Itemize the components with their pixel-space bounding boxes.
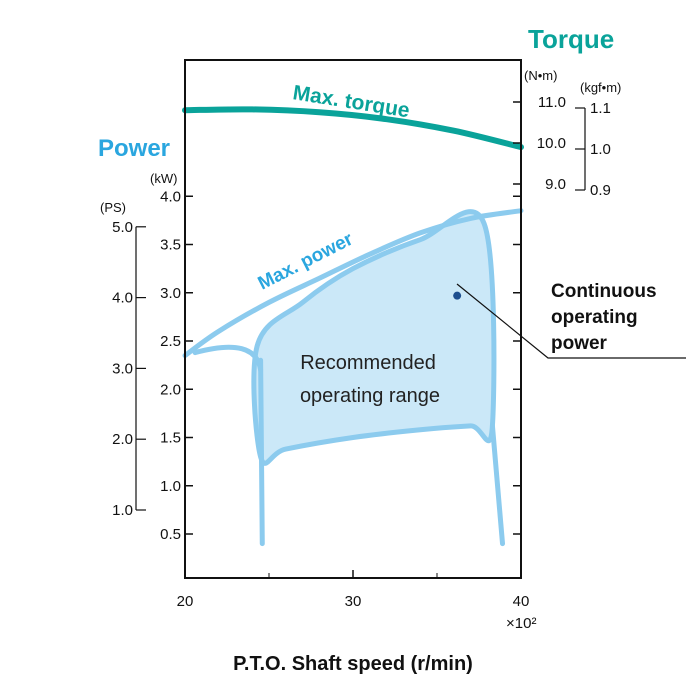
x-tick-label: 30 bbox=[345, 593, 362, 610]
kw-tick-label: 1.5 bbox=[160, 430, 181, 447]
x-tick-label: 20 bbox=[177, 593, 194, 610]
curves-layer bbox=[182, 106, 524, 373]
max-torque-curve bbox=[182, 106, 524, 151]
kgfm-tick-label: 1.0 bbox=[590, 141, 611, 158]
ps-tick-label: 2.0 bbox=[112, 431, 133, 448]
ps-tick-label: 5.0 bbox=[112, 219, 133, 236]
kw-tick-label: 2.5 bbox=[160, 333, 181, 350]
x-multiplier: ×10² bbox=[506, 615, 536, 632]
callout-line2: operating bbox=[551, 307, 638, 328]
kw-tick-label: 2.0 bbox=[160, 381, 181, 398]
kgfm-tick-label: 0.9 bbox=[590, 182, 611, 199]
nm-tick-label: 10.0 bbox=[537, 135, 566, 152]
max-power-curve bbox=[182, 208, 524, 358]
range-top-left-corner bbox=[192, 344, 264, 373]
range-right-boundary bbox=[489, 423, 506, 547]
callout-line3: power bbox=[551, 333, 608, 354]
ticks-layer: 20 30 40 0.5 1.0 1.5 2.0 2.5 3.0 3.5 4.0 1.0 2.0 3.0 4… bbox=[112, 94, 611, 610]
region-label-line2: operating range bbox=[300, 385, 440, 407]
power-unit-kw: (kW) bbox=[150, 171, 177, 186]
nm-tick-label: 9.0 bbox=[545, 176, 566, 193]
ps-tick-label: 1.0 bbox=[112, 502, 133, 519]
power-unit-ps: (PS) bbox=[100, 200, 126, 215]
ps-tick-label: 3.0 bbox=[112, 360, 133, 377]
operating-range-outline bbox=[251, 209, 497, 466]
nm-tick-label: 11.0 bbox=[538, 94, 566, 111]
region-label-line1: Recommended bbox=[300, 352, 436, 374]
torque-axis-title: Torque bbox=[528, 24, 614, 54]
kw-tick-label: 3.5 bbox=[160, 237, 181, 254]
kw-tick-label: 4.0 bbox=[160, 188, 181, 205]
operating-range-fill bbox=[253, 211, 494, 464]
kw-tick-label: 1.0 bbox=[160, 478, 181, 495]
torque-unit-kgfm: (kgf•m) bbox=[580, 80, 621, 95]
callout-leader-line bbox=[456, 283, 686, 359]
kw-tick-label: 3.0 bbox=[160, 285, 181, 302]
x-axis-title: P.T.O. Shaft speed (r/min) bbox=[233, 653, 473, 675]
continuous-power-point bbox=[453, 291, 462, 300]
ps-tick-label: 4.0 bbox=[112, 290, 133, 307]
operating-range-layer bbox=[251, 209, 506, 547]
callout-line1: Continuous bbox=[551, 281, 657, 302]
x-tick-label: 40 bbox=[513, 593, 530, 610]
power-axis-title: Power bbox=[98, 135, 170, 162]
torque-unit-nm: (N•m) bbox=[524, 68, 557, 83]
range-left-boundary bbox=[258, 357, 265, 547]
kgfm-tick-label: 1.1 bbox=[590, 100, 611, 117]
kw-tick-label: 0.5 bbox=[160, 526, 181, 543]
